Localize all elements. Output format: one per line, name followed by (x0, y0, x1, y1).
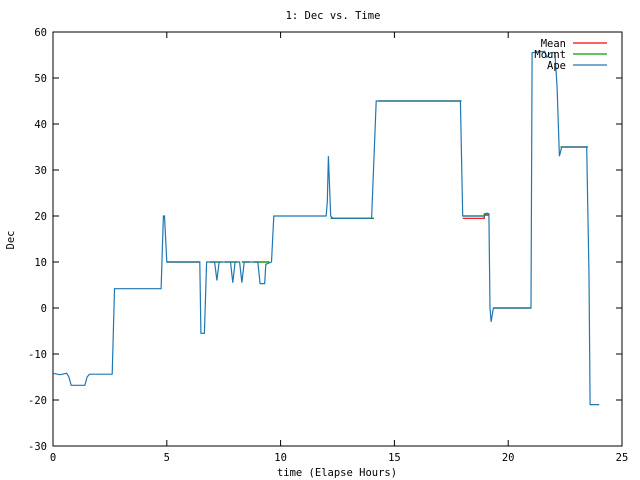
series-line-ape (52, 50, 600, 406)
y-tick-label: -10 (28, 349, 47, 361)
y-tick-label: 20 (34, 211, 47, 223)
chart-title: 1: Dec vs. Time (286, 10, 381, 22)
x-tick-label: 5 (164, 452, 170, 464)
y-tick-label: 50 (34, 73, 47, 85)
series-line-mean (166, 100, 588, 309)
axes: 0 5 10 15 20 25 -30 -20 -10 0 10 20 30 40 50 60 (28, 27, 628, 464)
series-line-mount (166, 100, 588, 309)
y-axis-label: Dec (5, 231, 17, 250)
y-tick-label: 40 (34, 119, 47, 131)
plot-frame (52, 31, 623, 447)
y-tick-label: 10 (34, 257, 47, 269)
legend-label: Mount (534, 49, 566, 61)
legend-label: Mean (541, 38, 566, 50)
x-tick-label: 15 (388, 452, 401, 464)
y-tick-label: -20 (28, 395, 47, 407)
x-axis-label: time (Elapse Hours) (277, 467, 397, 479)
y-tick-label: 30 (34, 165, 47, 177)
x-tick-label: 25 (616, 452, 629, 464)
x-tick-label: 0 (50, 452, 56, 464)
series-lines (52, 50, 600, 406)
y-tick-label: 0 (41, 303, 47, 315)
x-tick-label: 10 (274, 452, 287, 464)
legend-label: Ape (547, 60, 566, 72)
y-tick-label: 60 (34, 27, 47, 39)
x-tick-label: 20 (502, 452, 515, 464)
y-tick-label: -30 (28, 441, 47, 453)
